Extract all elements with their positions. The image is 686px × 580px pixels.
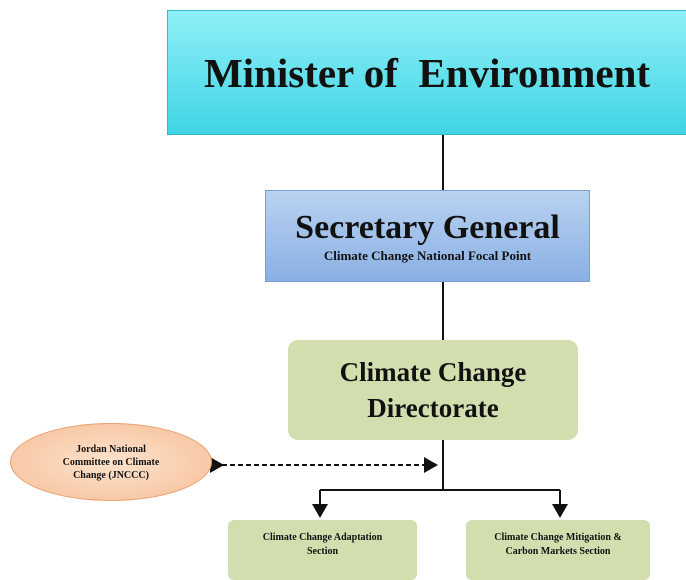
secretary-box: Secretary General Climate Change Nationa… — [265, 190, 590, 282]
node-label: Minister of Environment — [203, 49, 651, 96]
mitigation-box: Climate Change Mitigation & Carbon Marke… — [466, 520, 650, 580]
node-label: Secretary General — [295, 209, 560, 246]
directorate-box: Climate Change Directorate — [288, 340, 578, 440]
committee-ellipse: Jordan National Committee on Climate Cha… — [10, 423, 212, 501]
adaptation-box: Climate Change Adaptation Section — [228, 520, 417, 580]
minister-box: Minister of Environment — [167, 10, 686, 135]
node-sublabel: Climate Change National Focal Point — [323, 248, 532, 263]
